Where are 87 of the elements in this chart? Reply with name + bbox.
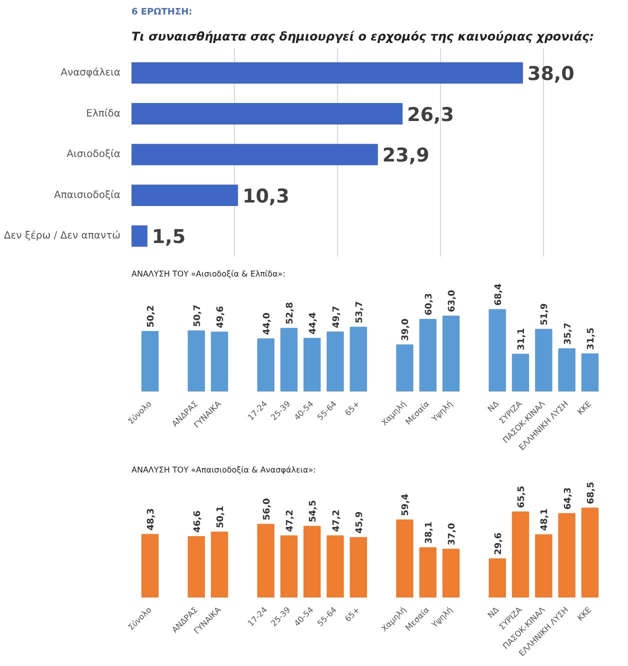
y-tick-label: Ελπίδα [86, 108, 121, 120]
data-label: 59,4 [401, 494, 412, 516]
data-label: 35,7 [563, 322, 574, 345]
bar [304, 526, 321, 598]
data-label: 64,3 [563, 487, 574, 510]
chart-title: ΑΝΑΛΥΣΗ ΤΟΥ «Αισιοδοξία & Ελπίδα»: [132, 270, 286, 278]
bar [257, 338, 274, 392]
x-tick-label: ΝΔ [486, 604, 501, 620]
x-tick-label: 65+ [343, 605, 362, 624]
data-label: 44,4 [308, 312, 319, 334]
data-label: 31,1 [517, 328, 528, 350]
bar [132, 103, 403, 124]
y-tick-label: Ανασφάλεια [60, 67, 121, 78]
data-label: 50,2 [146, 305, 157, 328]
bar [442, 548, 460, 598]
bar [535, 328, 552, 392]
data-label: 50,1 [216, 506, 226, 528]
bar [280, 328, 298, 392]
data-label: 29,6 [494, 532, 504, 555]
data-label: 47,2 [332, 510, 342, 532]
x-tick-label: 65+ [343, 399, 362, 418]
data-label: 1,5 [152, 226, 186, 248]
bar [419, 318, 436, 392]
data-label: 38,0 [527, 62, 574, 85]
bar [326, 332, 344, 392]
data-label: 68,4 [494, 283, 504, 306]
data-label: 65,5 [517, 486, 528, 508]
data-label: 47,2 [285, 510, 296, 532]
bar [141, 534, 159, 598]
data-label: 60,3 [424, 293, 434, 316]
data-label: 10,3 [242, 185, 290, 208]
bar [326, 535, 344, 598]
data-label: 44,0 [262, 312, 272, 335]
y-tick-label: Αισιοδοξία [66, 149, 121, 160]
chart-title: Τι συναισθήματα σας δημιουργεί ο ερχομός της καινούριας χρονιάς: [132, 30, 594, 44]
bar [558, 513, 576, 598]
y-tick-label: Απαισιοδοξία [54, 190, 121, 201]
bar [132, 62, 523, 84]
bar [442, 316, 460, 392]
bar [132, 225, 148, 247]
bar [210, 332, 228, 392]
bar [210, 532, 228, 598]
data-label: 56,0 [262, 498, 272, 520]
data-label: 26,3 [407, 104, 454, 126]
bar [558, 348, 576, 392]
bar [488, 558, 506, 598]
chart-subtitle: 6 ΕΡΩΤΗΣΗ: [132, 8, 192, 18]
y-tick-label: Δεν ξέρω / Δεν απαντώ [4, 230, 121, 242]
data-label: 53,7 [354, 301, 365, 324]
data-label: 52,8 [285, 302, 296, 324]
bar [512, 354, 530, 392]
data-label: 49,6 [216, 306, 226, 328]
data-label: 38,1 [424, 522, 434, 544]
data-label: 45,9 [354, 511, 365, 534]
data-label: 46,6 [192, 510, 203, 533]
data-label: 37,0 [448, 522, 458, 546]
data-label: 23,9 [382, 144, 430, 167]
bar [257, 524, 274, 598]
data-label: 63,0 [448, 290, 458, 312]
bar [188, 330, 205, 392]
data-label: 48,3 [146, 508, 157, 530]
bar [488, 309, 506, 392]
data-label: 39,0 [401, 318, 412, 341]
data-label: 51,9 [540, 303, 550, 326]
bar [581, 508, 599, 598]
bar [350, 326, 368, 392]
data-label: 54,5 [308, 500, 319, 522]
bar [141, 330, 159, 392]
bar [132, 184, 238, 206]
bar [535, 534, 552, 598]
bar [304, 338, 321, 392]
bar [512, 512, 530, 598]
bar [396, 519, 414, 598]
data-label: 50,7 [192, 304, 203, 327]
bar [396, 344, 414, 392]
bar [419, 547, 436, 598]
bar [280, 535, 298, 598]
chart-title: ΑΝΑΛΥΣΗ ΤΟΥ «Απαισιοδοξία & Ανασφάλεια»: [132, 466, 316, 474]
data-label: 68,5 [586, 482, 596, 504]
bar [581, 353, 599, 392]
bar [188, 536, 205, 598]
bar [350, 537, 368, 598]
data-label: 31,5 [586, 328, 596, 350]
bar [132, 144, 378, 166]
data-label: 48,1 [540, 508, 550, 531]
x-tick-label: ΝΔ [486, 398, 501, 414]
data-label: 49,7 [332, 306, 342, 328]
